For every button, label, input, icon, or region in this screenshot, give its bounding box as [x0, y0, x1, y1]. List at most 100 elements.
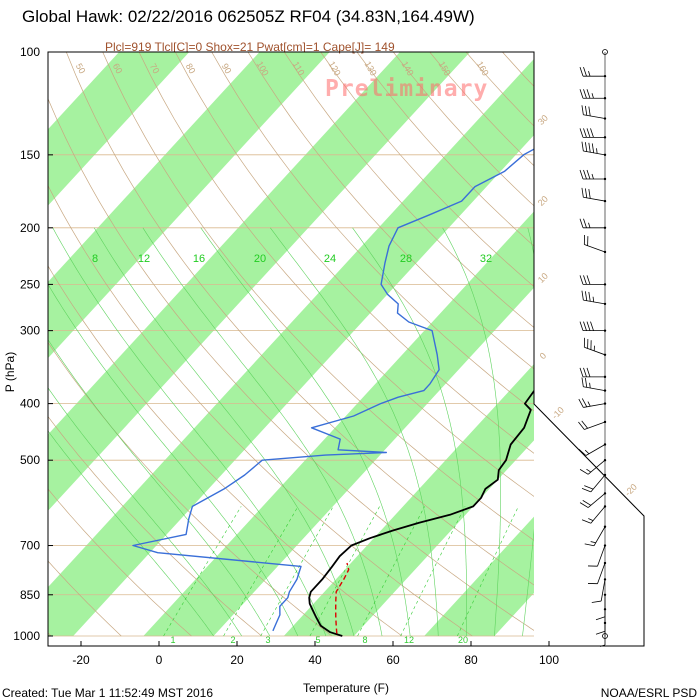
wind-barb-staff [583, 150, 606, 156]
dry-adiabat [65, 52, 534, 586]
isotherm-label: 20 [536, 194, 550, 208]
wind-barb-half-feather [596, 148, 598, 154]
wind-barb-half-feather [591, 173, 594, 180]
wind-barb-dot [603, 389, 607, 392]
dry-adiabat [611, 52, 700, 636]
wind-barb-half-feather [592, 296, 595, 302]
moist-adiabat [522, 227, 534, 637]
x-axis-ticks: -20 0 20 40 60 80 100 [72, 641, 559, 667]
wind-barb-feather [595, 616, 606, 621]
green-band [48, 52, 190, 206]
mixing-ratio-label: 20 [254, 253, 266, 265]
wind-barb-feather [582, 500, 592, 506]
wind-barb-half-feather [588, 518, 594, 521]
wind-barb-feather [584, 188, 588, 198]
wind-barb-feather [579, 89, 584, 99]
green-band [48, 52, 471, 511]
wind-barb-dot [603, 199, 607, 203]
dry-adiabat [48, 98, 534, 631]
isotherm-label: 0 [538, 351, 549, 362]
mixing-ratio-line [357, 506, 425, 637]
parcel-trace [335, 562, 350, 634]
dry-adiabat [284, 52, 534, 328]
wind-barb-feather [588, 291, 591, 302]
wind-barb-feather [583, 367, 587, 378]
wind-barb-dot [603, 420, 607, 424]
wind-barb-half-feather [591, 93, 594, 99]
wind-barbs [578, 49, 608, 647]
moist-adiabat [48, 430, 214, 637]
wind-calm-circle [602, 49, 608, 55]
dry-adiabat [247, 52, 534, 370]
wind-barb-dot [603, 97, 607, 100]
y-tick-label: 300 [20, 324, 40, 338]
wind-barb-dot [603, 136, 607, 139]
wind-barb-feather [588, 106, 591, 116]
wind-barb-half-feather [588, 222, 591, 228]
dry-adiabat [48, 265, 403, 637]
wind-barb-staff [583, 386, 606, 391]
wind-barb-feather [584, 105, 588, 116]
wind-barb-dot [603, 621, 607, 625]
wind-barb-dot [603, 302, 607, 306]
mixing-ratio-label: 28 [400, 253, 412, 265]
wind-barb-feather [581, 519, 592, 524]
mixing-ratio-label: 5 [315, 635, 320, 645]
wind-barb-dot [603, 578, 607, 581]
mixing-ratio-label: 20 [458, 635, 468, 645]
wind-calm-circle [602, 633, 608, 639]
moist-adiabat [270, 227, 439, 636]
wind-barb-feather [588, 189, 591, 199]
wind-barb-staff [590, 474, 606, 493]
moist-adiabat [93, 227, 355, 637]
mixing-ratio-label: 3 [265, 635, 270, 645]
y-tick-label: 500 [20, 453, 40, 467]
wind-barb-feather [583, 275, 587, 285]
wind-barb-feather [583, 67, 587, 77]
wind-barb-feather [590, 128, 594, 138]
isotherm-label: -10 [550, 405, 566, 421]
dry-adiabat [539, 52, 700, 636]
wind-barb-staff [597, 545, 606, 567]
dry-adiabat [575, 52, 700, 636]
wind-barb-feather [590, 321, 594, 331]
mixing-ratio-lines [163, 506, 519, 637]
wind-barb-feather [579, 67, 584, 77]
mixing-ratio-label: 12 [404, 635, 414, 645]
wind-barb-dot [603, 117, 607, 120]
moist-adiabat [52, 227, 327, 637]
dry-adiabat-label: 90 [220, 62, 234, 76]
wind-barb-staff [583, 403, 606, 408]
x-tick-label: -20 [72, 653, 90, 667]
wind-barb-dot [603, 375, 607, 379]
wind-barb-staff [587, 459, 606, 475]
wind-barb-feather [584, 291, 588, 301]
dry-adiabat-label: 160 [475, 59, 491, 77]
wind-barb-feather [584, 142, 588, 152]
mixing-ratio-label: 24 [324, 253, 336, 265]
wind-barb-staff [585, 444, 606, 456]
x-tick-label: 20 [230, 653, 244, 667]
wind-barb-staff [584, 346, 606, 356]
wind-barb-staff [600, 579, 606, 602]
dewpoint-trace [132, 148, 534, 632]
moist-adiabat [442, 227, 501, 637]
mixing-ratio-label: 2 [230, 635, 235, 645]
wind-barb-half-feather [588, 71, 591, 77]
wind-barb-feather [579, 502, 589, 508]
dry-adiabat [102, 52, 534, 541]
isotherm-label: 30 [536, 113, 550, 127]
chart-title: Global Hawk: 02/22/2016 062505Z RF04 (34… [22, 7, 475, 26]
wind-barb-feather [581, 187, 584, 198]
wind-barb-feather [586, 89, 591, 99]
wind-barb-dot [603, 505, 607, 508]
watermark: Preliminary [325, 76, 488, 102]
wind-barb-dot [603, 74, 607, 78]
wind-barb-feather [581, 420, 588, 429]
wind-barb-staff [593, 526, 606, 546]
plot-frame [47, 51, 645, 647]
chart-subtitle: Plcl=919 Tlcl[C]=0 Shox=21 Pwat[cm]=1 Ca… [105, 40, 395, 54]
dry-adiabat-label: 80 [184, 62, 198, 76]
mixing-ratio-line [163, 506, 242, 637]
wind-barb-dot [603, 593, 607, 596]
